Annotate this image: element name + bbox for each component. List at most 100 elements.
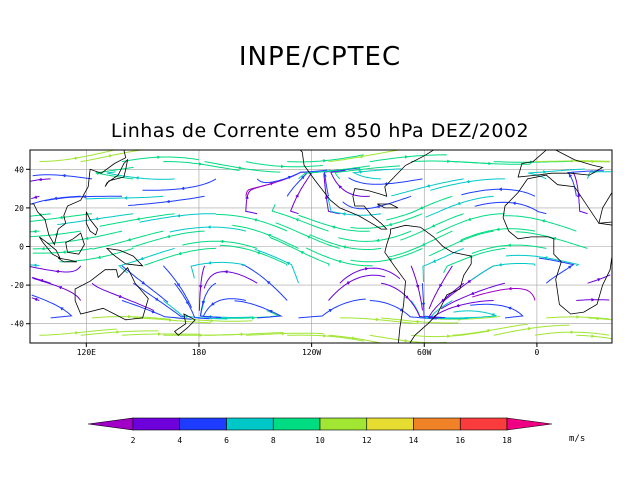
streamline-arrow [346, 281, 351, 285]
streamline-arrow [158, 332, 162, 336]
streamline-arrow [432, 259, 437, 263]
x-tick-label: 180 [192, 348, 207, 357]
y-tick-label: 0 [19, 243, 24, 252]
streamline-arrow [207, 225, 211, 229]
streamline-arrow [567, 265, 572, 270]
streamline-arrow [404, 338, 409, 343]
streamline-arrow [470, 291, 475, 296]
coastlines [30, 150, 631, 343]
streamline-arrow [266, 280, 271, 285]
streamline-arrow [166, 234, 171, 239]
streamline-arrow [95, 171, 99, 176]
streamline-arrow [306, 235, 311, 239]
coastline [384, 224, 472, 343]
coastline [502, 174, 612, 315]
streamline-arrow [55, 269, 60, 274]
streamline-arrow [151, 309, 156, 314]
streamline-arrow [136, 217, 140, 221]
coastline [65, 232, 85, 255]
colorbar-segment [226, 417, 274, 431]
streamline-arrow [59, 307, 64, 311]
streamline-arrow [33, 297, 38, 302]
streamline-arrow [543, 256, 548, 260]
latitude-axis: 40 20 0 -20 -40 [10, 165, 30, 329]
streamline-arrow [300, 175, 305, 180]
x-tick-label: 120E [77, 348, 96, 357]
streamline-arrow [155, 297, 159, 301]
streamline-arrow [488, 161, 492, 166]
streamline-arrow [180, 186, 185, 191]
colorbar-label: 16 [455, 436, 465, 445]
streamline-arrow [295, 193, 299, 198]
streamline-arrow [41, 246, 45, 251]
coastline [85, 211, 99, 236]
longitude-axis: 120E180120W60W060E [77, 343, 539, 357]
streamline-arrow [238, 165, 243, 170]
colorbar-segment [459, 417, 508, 431]
streamline-arrow [465, 179, 470, 184]
streamline-arrow [597, 278, 602, 282]
streamline-arrow [359, 170, 364, 174]
y-tick-label: 20 [14, 204, 24, 213]
coastline [104, 158, 129, 187]
streamline-arrow [39, 278, 44, 283]
streamline-arrow [224, 269, 228, 274]
streamline-arrow [286, 261, 291, 266]
streamline-arrow [498, 262, 502, 267]
streamline-arrow [447, 159, 451, 164]
streamline-arrow [116, 330, 120, 334]
streamline-arrow [281, 331, 286, 336]
streamline-arrow [508, 286, 512, 291]
streamline-arrow [127, 237, 132, 242]
streamline-arrow [341, 212, 346, 216]
streamline-arrow [253, 218, 258, 222]
streamline-arrow [467, 279, 472, 283]
x-tick-label: 0 [534, 348, 539, 357]
streamline-arrow [199, 333, 203, 338]
streamline-arrow [404, 155, 409, 159]
streamline-arrow [416, 319, 421, 324]
streamline-arrow [185, 300, 189, 305]
streamline-arrow [591, 159, 595, 164]
streamline-arrow [139, 256, 144, 261]
streamline-arrow [280, 164, 285, 169]
streamline-arrow [388, 222, 393, 227]
streamline-arrow [507, 306, 512, 311]
streamline-arrow [431, 223, 436, 228]
streamline-arrow [118, 294, 123, 299]
colorbar-label: 12 [362, 436, 372, 445]
streamline-arrow [576, 193, 581, 197]
streamline-arrow [219, 239, 224, 244]
streamline-arrow [74, 156, 79, 161]
colorbar-min-arrow [87, 417, 134, 431]
streamline-arrow [568, 173, 573, 178]
streamline-arrow [507, 243, 511, 247]
lat-lon-grid [30, 150, 612, 343]
streamline-arrow [287, 175, 292, 180]
streamline-arrow [591, 334, 595, 339]
streamline-arrow [84, 236, 89, 241]
streamline-arrow [323, 333, 327, 338]
streamline-arrow [157, 155, 161, 160]
streamline-arrow [498, 187, 502, 192]
coastline [105, 247, 144, 267]
streamline-arrow [495, 227, 500, 232]
coastline [173, 313, 196, 336]
streamline-arrow [439, 283, 443, 288]
coastline [618, 270, 631, 295]
streamline-arrow [342, 245, 347, 249]
streamline-arrow [268, 309, 273, 314]
streamline-arrow [337, 259, 342, 264]
streamline-arrow [169, 318, 173, 322]
streamline-arrow [32, 229, 37, 234]
streamline-arrow [490, 313, 495, 317]
streamline-arrow [201, 300, 206, 305]
colorbar-segment [319, 417, 368, 431]
streamline-arrow [426, 184, 431, 188]
streamline-arrow [421, 242, 426, 246]
colorbar-segment [132, 417, 181, 431]
colorbar-label: 6 [224, 436, 229, 445]
streamline-arrow [300, 251, 305, 255]
streamline-arrow [358, 167, 362, 172]
